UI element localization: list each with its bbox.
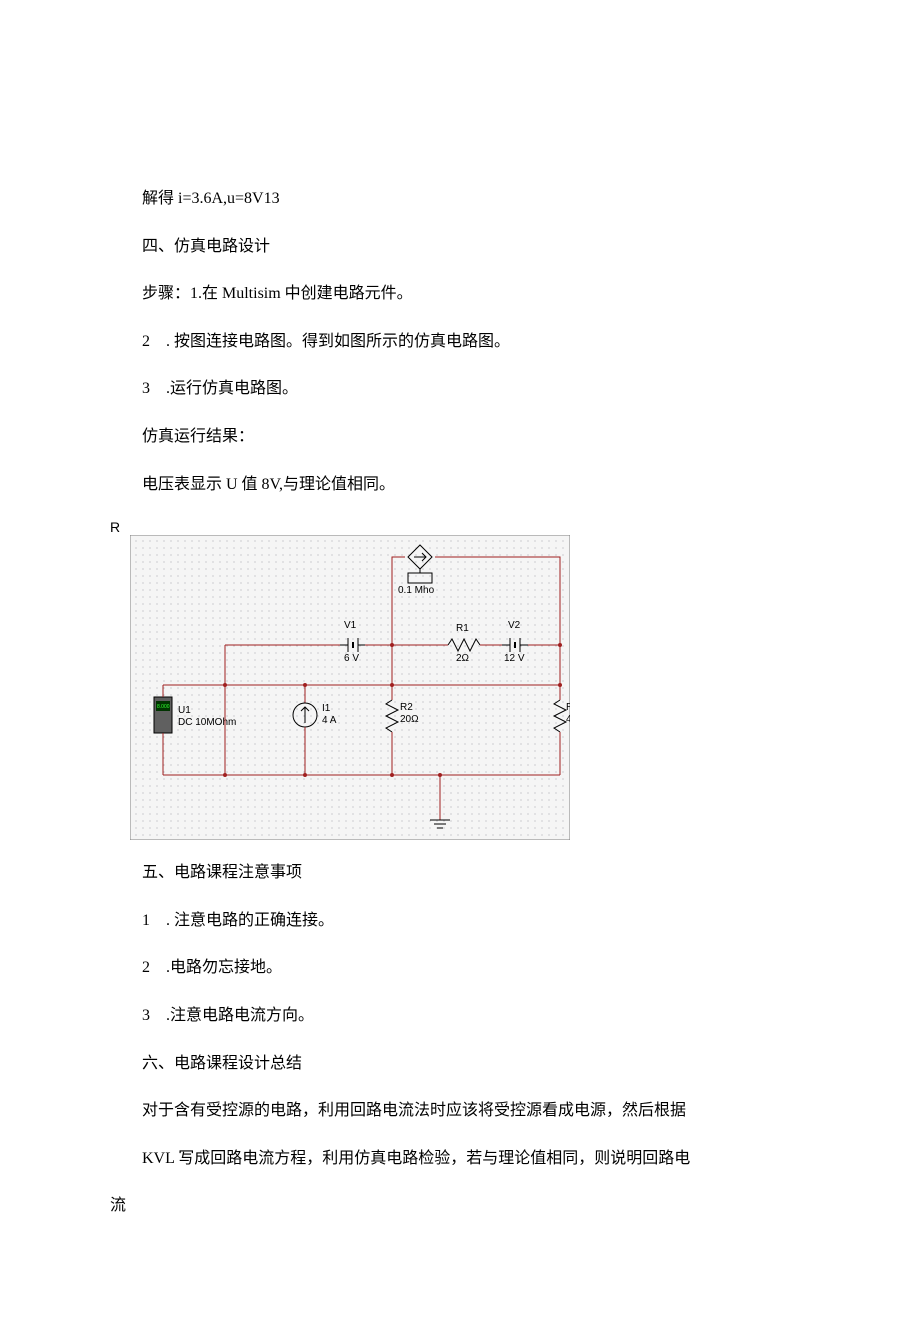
svg-text:0.1 Mho: 0.1 Mho	[398, 585, 435, 596]
r-label: R	[110, 519, 790, 535]
text-line: 解得 i=3.6A,u=8V13	[110, 186, 790, 212]
text-line: 2 .电路勿忘接地。	[110, 955, 790, 981]
text-line: 电压表显示 U 值 8V,与理论值相同。	[110, 472, 790, 498]
svg-text:4Ω: 4Ω	[566, 714, 570, 725]
svg-text:V1: V1	[344, 620, 357, 631]
text-line: 1 . 注意电路的正确连接。	[110, 908, 790, 934]
text-line: 对于含有受控源的电路，利用回路电流法时应该将受控源看成电源，然后根据	[110, 1098, 790, 1124]
svg-text:6 V: 6 V	[344, 653, 359, 664]
text-line: 流	[110, 1193, 790, 1219]
text-line: 六、电路课程设计总结	[110, 1051, 790, 1077]
text-line: KVL 写成回路电流方程，利用仿真电路检验，若与理论值相同，则说明回路电	[110, 1146, 790, 1172]
svg-text:2Ω: 2Ω	[456, 653, 470, 664]
svg-text:R1: R1	[456, 623, 469, 634]
text-line: 3 .运行仿真电路图。	[110, 376, 790, 402]
text-line: 2 . 按图连接电路图。得到如图所示的仿真电路图。	[110, 329, 790, 355]
svg-text:I1: I1	[322, 703, 331, 714]
text-line: 3 .注意电路电流方向。	[110, 1003, 790, 1029]
text-line: 步骤：1.在 Multisim 中创建电路元件。	[110, 281, 790, 307]
text-line: 仿真运行结果：	[110, 424, 790, 450]
svg-text:4 A: 4 A	[322, 715, 337, 726]
svg-text:U1: U1	[178, 705, 191, 716]
svg-text:V2: V2	[508, 620, 521, 631]
circuit-diagram: 0.1 Mho V1 6 V R1 2Ω V2 12 V I14 A R220Ω R34Ω 8.00…	[130, 535, 790, 840]
text-line: 五、电路课程注意事项	[110, 860, 790, 886]
svg-text:12 V: 12 V	[504, 653, 525, 664]
svg-text:R2: R2	[400, 702, 413, 713]
svg-text:8.000: 8.000	[157, 704, 170, 710]
svg-text:20Ω: 20Ω	[400, 714, 419, 725]
svg-text:DC 10MOhm: DC 10MOhm	[178, 717, 236, 728]
svg-text:R3: R3	[566, 702, 570, 713]
text-line: 四、仿真电路设计	[110, 234, 790, 260]
